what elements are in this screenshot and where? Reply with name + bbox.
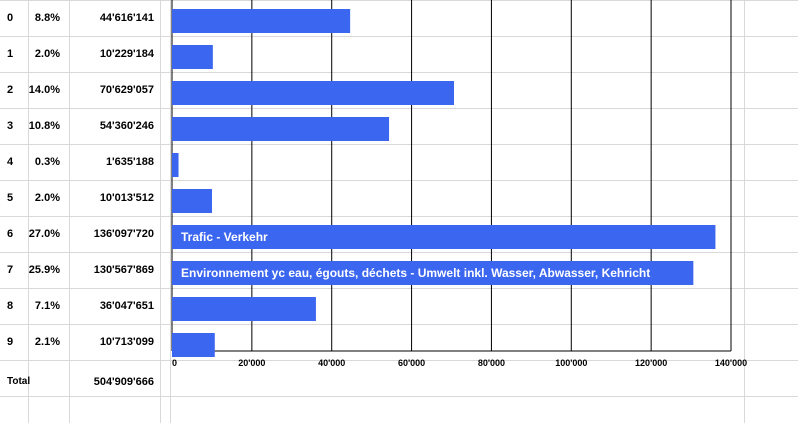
row-percent-cell: 10.8% [28, 120, 60, 132]
bar [172, 297, 316, 321]
row-id-cell: 0 [7, 12, 14, 24]
row-percent-cell: 14.0% [28, 84, 60, 96]
x-tick-label: 60'000 [398, 358, 425, 368]
row-amount-cell: 70'629'057 [99, 84, 154, 96]
row-amount-cell: 1'635'188 [105, 156, 154, 168]
row-percent-cell: 8.8% [34, 12, 60, 24]
x-tick-label: 20'000 [238, 358, 265, 368]
row-amount-cell: 10'229'184 [99, 48, 154, 60]
bar [172, 117, 390, 141]
row-percent-cell: 25.9% [28, 264, 60, 276]
bar-data-label: Trafic - Verkehr [181, 230, 268, 244]
row-id-cell: 4 [7, 156, 14, 168]
x-tick-label: 0 [172, 358, 177, 368]
row-id-cell: 2 [7, 84, 14, 96]
x-tick-label: 40'000 [318, 358, 345, 368]
row-id-cell: 6 [7, 228, 14, 240]
row-amount-cell: 54'360'246 [99, 120, 154, 132]
row-percent-cell: 2.0% [34, 192, 60, 204]
bar [172, 189, 212, 213]
row-amount-cell: 130'567'869 [93, 264, 154, 276]
x-tick-label: 140'000 [715, 358, 747, 368]
total-label: Total [7, 376, 31, 387]
x-tick-label: 100'000 [555, 358, 587, 368]
row-percent-cell: 2.1% [34, 336, 60, 348]
row-id-cell: 1 [7, 48, 14, 60]
bar [172, 261, 694, 285]
row-amount-cell: 10'013'512 [99, 192, 154, 204]
row-id-cell: 9 [7, 336, 14, 348]
total-amount: 504'909'666 [93, 376, 154, 388]
row-id-cell: 8 [7, 300, 14, 312]
row-amount-cell: 44'616'141 [99, 12, 154, 24]
row-amount-cell: 10'713'099 [99, 336, 154, 348]
row-percent-cell: 0.3% [34, 156, 60, 168]
row-percent-cell: 27.0% [28, 228, 60, 240]
row-id-cell: 7 [7, 264, 14, 276]
bar [172, 153, 179, 177]
bar [172, 333, 215, 357]
bar [172, 225, 716, 249]
row-id-cell: 3 [7, 120, 14, 132]
row-id-cell: 5 [7, 192, 14, 204]
row-percent-cell: 7.1% [34, 300, 60, 312]
row-amount-cell: 136'097'720 [93, 228, 154, 240]
x-tick-label: 80'000 [478, 358, 505, 368]
bar [172, 45, 213, 69]
row-percent-cell: 2.0% [34, 48, 60, 60]
bar-data-label: Environnement yc eau, égouts, déchets - … [181, 266, 650, 280]
x-tick-label: 120'000 [635, 358, 667, 368]
bar [172, 81, 455, 105]
row-amount-cell: 36'047'651 [99, 300, 154, 312]
bar [172, 9, 351, 33]
